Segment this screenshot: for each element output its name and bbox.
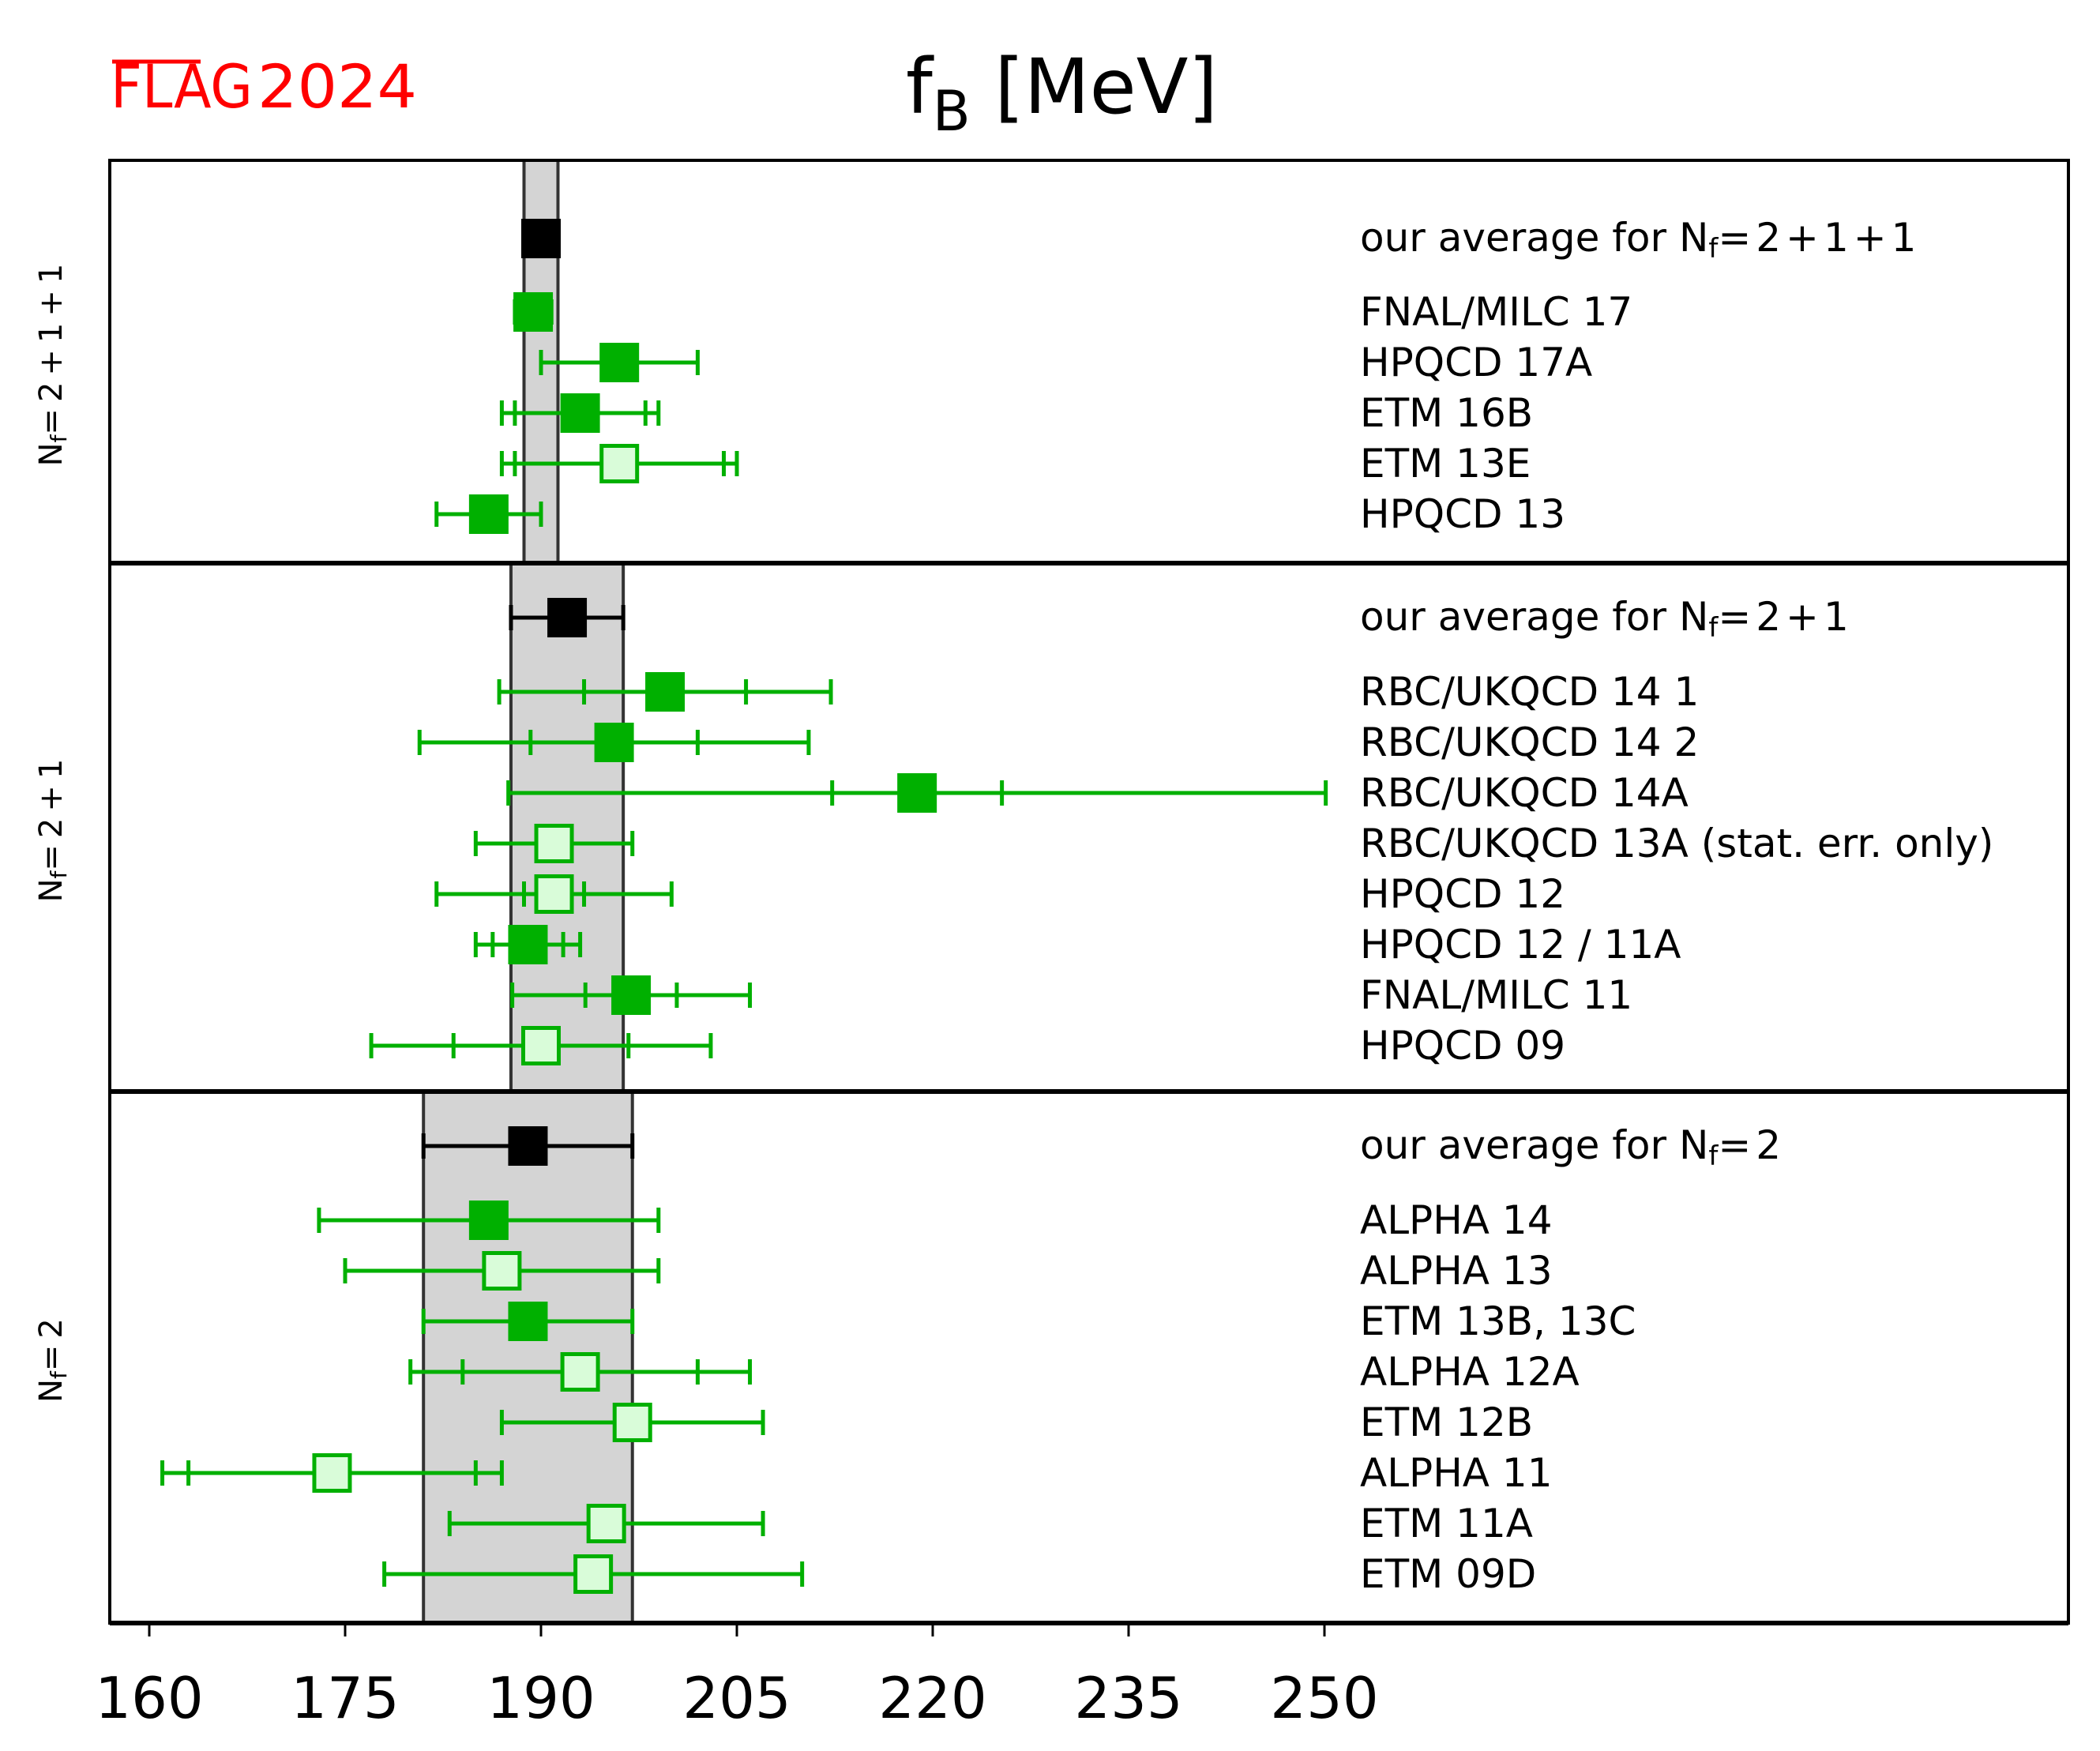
panel-nf-2-1: our average for Nf=2+1 RBC/UKQCD 14 1 RBC/… <box>33 562 1993 1093</box>
panel-nf-2-1-1: our average for Nf=2+1+1 FNAL/MILC 17 HPQC… <box>33 159 1921 565</box>
result-marker-open <box>560 1352 600 1392</box>
result-point <box>499 393 661 433</box>
result-label: ETM 12B <box>1360 1400 1533 1445</box>
result-marker-filled <box>645 672 686 712</box>
result-point <box>510 975 753 1015</box>
x-tick-label: 235 <box>1074 1665 1182 1731</box>
average-marker <box>521 219 561 258</box>
result-marker-filled <box>611 975 652 1015</box>
result-point <box>369 1026 713 1065</box>
result-label: FNAL/MILC 11 <box>1360 972 1632 1018</box>
result-point <box>160 1453 504 1493</box>
result-label: ALPHA 14 <box>1360 1197 1553 1243</box>
result-point <box>539 343 700 382</box>
chart-title: fB [MeV] <box>906 43 1218 144</box>
average-point <box>521 219 561 258</box>
x-tick-label: 190 <box>486 1665 595 1731</box>
result-label: HPQCD 17A <box>1360 340 1592 385</box>
result-marker-open <box>534 824 574 863</box>
group-label: Nf=2 <box>33 1312 72 1403</box>
average-label: our average for Nf=2 <box>1360 1122 1786 1172</box>
result-point <box>434 874 674 914</box>
result-marker-open <box>534 874 574 914</box>
result-label: ETM 16B <box>1360 390 1533 436</box>
result-marker-filled <box>513 292 554 332</box>
result-point <box>473 925 583 964</box>
x-tick-label: 205 <box>682 1665 791 1731</box>
x-tick-label: 220 <box>878 1665 986 1731</box>
result-point <box>506 773 1328 813</box>
result-point <box>513 292 554 332</box>
result-marker-open <box>599 444 640 483</box>
result-point <box>343 1251 661 1291</box>
result-point <box>417 723 811 762</box>
result-label: ETM 13B, 13C <box>1360 1298 1636 1344</box>
result-marker-open <box>521 1026 561 1065</box>
average-point <box>421 1126 635 1166</box>
result-point <box>497 672 833 712</box>
result-label: RBC/UKQCD 14A <box>1360 770 1689 816</box>
result-point <box>473 824 635 863</box>
result-marker-open <box>573 1554 614 1594</box>
result-point <box>499 444 739 483</box>
result-marker-filled <box>468 1201 509 1240</box>
title-f: f <box>906 43 934 131</box>
x-tick-label: 175 <box>291 1665 399 1731</box>
title-main: fB [MeV] <box>906 43 1218 144</box>
plot-frame <box>108 159 2070 1625</box>
result-marker-open <box>612 1403 652 1442</box>
result-marker-filled <box>599 343 640 382</box>
result-point <box>408 1352 753 1392</box>
flag-logo: FLAG 2024 <box>111 51 417 122</box>
average-label: our average for Nf=2+1+1 <box>1360 215 1921 265</box>
result-marker-filled <box>508 925 548 964</box>
result-point <box>382 1554 805 1594</box>
result-label: ETM 13E <box>1360 441 1531 487</box>
result-label: HPQCD 13 <box>1360 491 1565 537</box>
result-label: FNAL/MILC 17 <box>1360 289 1632 335</box>
result-marker-open <box>482 1251 522 1291</box>
result-label: ETM 09D <box>1360 1551 1536 1597</box>
result-label: RBC/UKQCD 13A (stat. err. only) <box>1360 821 1993 866</box>
result-label: ALPHA 12A <box>1360 1349 1580 1395</box>
result-marker-open <box>312 1453 352 1493</box>
average-marker <box>547 598 588 637</box>
result-point <box>434 494 543 534</box>
title-subscript: B <box>933 79 971 144</box>
result-label: ALPHA 13 <box>1360 1248 1553 1294</box>
result-marker-filled <box>560 393 600 433</box>
average-marker <box>508 1126 548 1166</box>
group-label: Nf=2+1 <box>33 753 72 903</box>
logo-year-text: 2024 <box>257 51 417 122</box>
group-label: Nf=2+1+1 <box>33 257 72 467</box>
result-marker-filled <box>468 494 509 534</box>
result-marker-open <box>586 1504 626 1543</box>
result-label: ETM 11A <box>1360 1501 1533 1546</box>
title-unit: [MeV] <box>971 43 1218 131</box>
plot-area: our average for Nf=2+1+1 FNAL/MILC 17 HPQC… <box>33 159 2070 1625</box>
result-point <box>447 1504 765 1543</box>
average-band <box>422 1090 634 1625</box>
x-tick-label: 160 <box>95 1665 203 1731</box>
x-tick-label: 250 <box>1270 1665 1378 1731</box>
result-label: HPQCD 12 <box>1360 871 1565 917</box>
result-label: HPQCD 09 <box>1360 1023 1565 1069</box>
average-label: our average for Nf=2+1 <box>1360 594 1854 644</box>
average-point <box>509 598 625 637</box>
result-point <box>317 1201 661 1240</box>
result-label: RBC/UKQCD 14 2 <box>1360 720 1699 765</box>
result-marker-filled <box>508 1302 548 1341</box>
x-axis: 160 175 190 205 220 235 250 <box>95 1621 2068 1731</box>
result-marker-filled <box>594 723 634 762</box>
result-label: HPQCD 12 / 11A <box>1360 922 1681 968</box>
result-marker-filled <box>897 773 937 813</box>
result-label: ALPHA 11 <box>1360 1450 1553 1496</box>
result-point <box>499 1403 765 1442</box>
result-point <box>421 1302 635 1341</box>
result-label: RBC/UKQCD 14 1 <box>1360 669 1699 715</box>
